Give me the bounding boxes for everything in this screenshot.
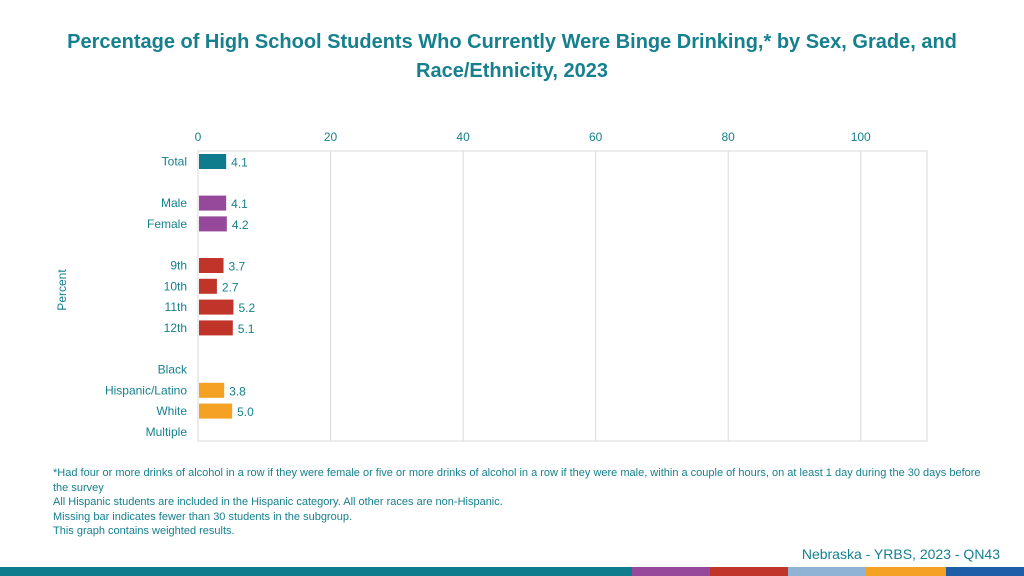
category-label: Black [158,363,188,377]
bottom-bar-segment [946,567,1024,576]
footnote-definition: *Had four or more drinks of alcohol in a… [53,467,981,494]
x-tick-label: 60 [589,130,603,144]
value-label: 4.1 [231,197,248,211]
bar [199,195,227,211]
x-axis-ticks: 0 20 40 60 80 100 [195,130,871,144]
x-tick-label: 40 [456,130,470,144]
category-label: Male [161,196,187,210]
x-tick-label: 80 [722,130,736,144]
category-label: Multiple [146,425,188,439]
value-label: 3.8 [229,384,246,398]
bar [199,382,225,398]
value-label: 4.1 [231,156,248,170]
x-tick-label: 100 [851,130,871,144]
plot-frame [197,150,928,442]
value-label: 5.1 [238,322,255,336]
x-tick-label: 0 [195,130,202,144]
category-label: White [156,404,187,418]
bottom-bar-segment [710,567,788,576]
bars [199,154,234,419]
value-label: 5.2 [238,301,255,315]
bar-chart: 0 20 40 60 80 100 Total Male Female 9th 10th 11th 1… [55,130,928,442]
bar [199,154,227,169]
bottom-bar-segment [866,567,946,576]
bottom-bar-segment [788,567,866,576]
category-label: 11th [165,300,187,314]
bottom-bar-segment [0,567,632,576]
category-label: Total [162,155,187,169]
bar [199,320,233,336]
chart-title: Percentage of High School Students Who C… [67,31,957,82]
category-label: 9th [170,259,187,273]
y-axis-label: Percent [55,269,69,311]
category-label: Female [147,217,187,231]
footnote-weighted: This graph contains weighted results. [53,525,235,537]
value-label: 5.0 [237,405,254,419]
bar [199,258,224,273]
bottom-bar-segment [632,567,710,576]
bar [199,299,234,315]
source-label: Nebraska - YRBS, 2023 - QN43 [801,546,1000,562]
gridlines [197,150,928,442]
bottom-color-bar [0,567,1024,576]
footnote-missing-bar: Missing bar indicates fewer than 30 stud… [53,510,353,523]
bar [199,403,233,419]
category-label: 10th [164,279,187,293]
value-label: 2.7 [222,280,239,294]
footnotes: *Had four or more drinks of alcohol in a… [53,466,983,539]
bar [199,216,227,232]
bar [199,278,217,294]
value-label: 3.7 [229,260,246,274]
x-tick-label: 20 [324,130,338,144]
footnote-hispanic: All Hispanic students are included in th… [53,496,503,508]
category-label: 12th [164,321,187,335]
category-labels: Total Male Female 9th 10th 11th 12th Black Hispa… [105,155,188,439]
category-label: Hispanic/Latino [105,383,187,397]
value-label: 4.2 [232,218,249,232]
value-labels: 4.1 4.1 4.2 3.7 2.7 5.2 5.1 3.8 5.0 [222,156,256,420]
